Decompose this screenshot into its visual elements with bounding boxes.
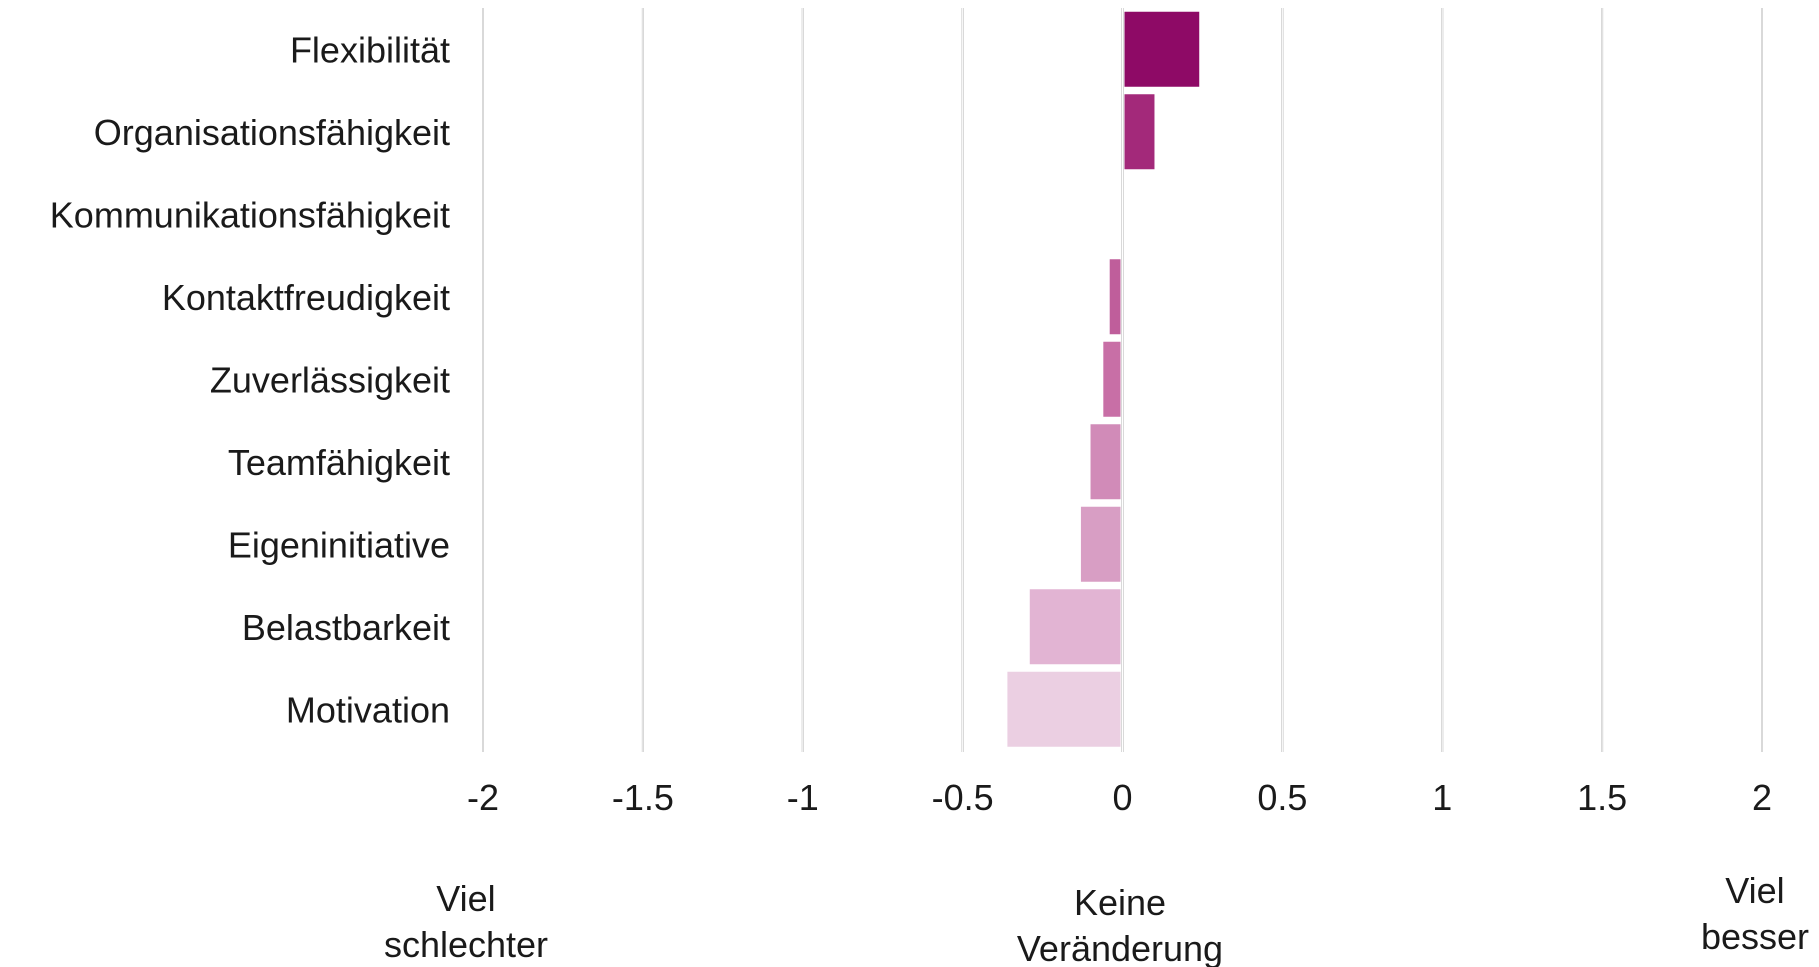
anchor-right-line2: besser bbox=[1701, 916, 1809, 957]
bar-4 bbox=[1103, 341, 1121, 417]
x-tick-label-1: -1.5 bbox=[612, 777, 674, 818]
anchor-center-line2: Veränderung bbox=[1017, 928, 1223, 967]
x-tick-label-7: 1.5 bbox=[1577, 777, 1627, 818]
anchor-center-line1: Keine bbox=[1074, 882, 1166, 923]
category-label-8: Motivation bbox=[286, 689, 450, 730]
scale-anchor-labels: Viel schlechter Keine Veränderung Viel b… bbox=[384, 870, 1809, 967]
x-tick-label-4: 0 bbox=[1112, 777, 1132, 818]
category-label-6: Eigeninitiative bbox=[228, 524, 450, 565]
category-label-0: Flexibilität bbox=[290, 29, 450, 70]
category-label-4: Zuverlässigkeit bbox=[210, 359, 450, 400]
x-tick-labels: -2 -1.5 -1 -0.5 0 0.5 1 1.5 2 bbox=[467, 777, 1772, 818]
gridlines bbox=[482, 8, 1763, 752]
x-tick-label-2: -1 bbox=[787, 777, 819, 818]
bar-0 bbox=[1124, 11, 1200, 87]
category-label-5: Teamfähigkeit bbox=[228, 442, 450, 483]
bar-6 bbox=[1080, 506, 1121, 582]
category-label-1: Organisationsfähigkeit bbox=[94, 112, 450, 153]
category-label-7: Belastbarkeit bbox=[242, 607, 450, 648]
anchor-right-line1: Viel bbox=[1725, 870, 1784, 911]
bar-1 bbox=[1124, 94, 1155, 170]
anchor-left-line1: Viel bbox=[436, 878, 495, 919]
bar-7 bbox=[1029, 589, 1121, 665]
bar-5 bbox=[1090, 424, 1121, 500]
x-tick-label-3: -0.5 bbox=[932, 777, 994, 818]
category-label-2: Kommunikationsfähigkeit bbox=[50, 194, 450, 235]
bars bbox=[1007, 11, 1200, 747]
x-tick-label-0: -2 bbox=[467, 777, 499, 818]
bar-8 bbox=[1007, 671, 1121, 747]
category-label-3: Kontaktfreudigkeit bbox=[162, 277, 450, 318]
x-tick-label-5: 0.5 bbox=[1257, 777, 1307, 818]
anchor-left-line2: schlechter bbox=[384, 924, 548, 965]
category-labels: Flexibilität Organisationsfähigkeit Kommun… bbox=[50, 29, 450, 730]
x-tick-label-8: 2 bbox=[1752, 777, 1772, 818]
bar-3 bbox=[1109, 259, 1121, 335]
x-tick-label-6: 1 bbox=[1432, 777, 1452, 818]
